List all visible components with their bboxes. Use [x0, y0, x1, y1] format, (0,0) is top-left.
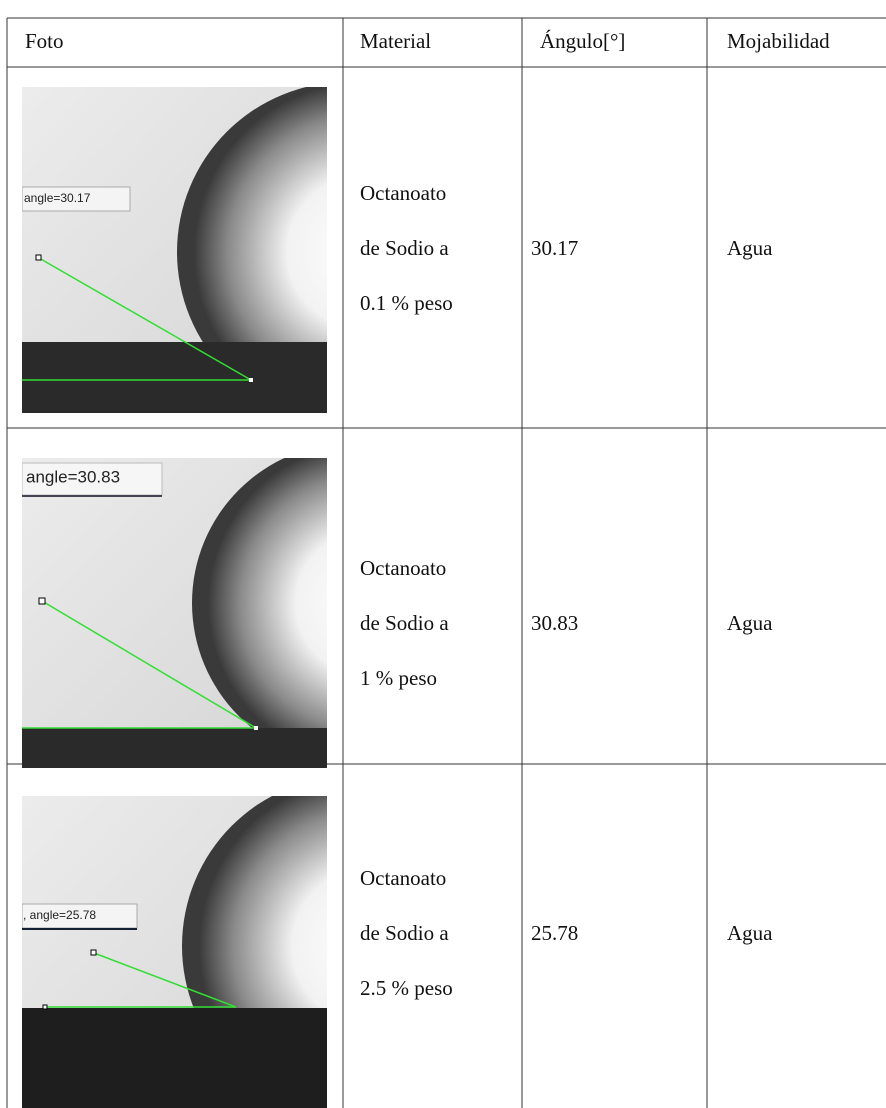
angle-cell: 25.78 — [531, 921, 578, 945]
material-line: Octanoato — [360, 556, 446, 580]
header-cell: Mojabilidad — [727, 29, 830, 53]
header-cell: Foto — [25, 29, 64, 53]
photo: angle=30.17 — [22, 87, 327, 413]
angle-cell: 30.83 — [531, 611, 578, 635]
photo-label: angle=30.83 — [26, 467, 120, 486]
angle-cell: 30.17 — [531, 236, 578, 260]
material-line: Octanoato — [360, 181, 446, 205]
photo-label: , angle=25.78 — [23, 908, 96, 922]
material-line: de Sodio a — [360, 236, 449, 260]
photo: , angle=25.78 — [22, 796, 327, 1108]
material-line: 2.5 % peso — [360, 976, 453, 1000]
material-line: de Sodio a — [360, 611, 449, 635]
photo-label: angle=30.17 — [24, 191, 91, 205]
material-line: de Sodio a — [360, 921, 449, 945]
wettability-cell: Agua — [727, 611, 773, 635]
wettability-cell: Agua — [727, 236, 773, 260]
header-cell: Ángulo[°] — [540, 29, 625, 53]
material-line: 1 % peso — [360, 666, 437, 690]
wettability-cell: Agua — [727, 921, 773, 945]
header-cell: Material — [360, 29, 431, 53]
photo: angle=30.83 — [22, 458, 327, 768]
material-line: Octanoato — [360, 866, 446, 890]
material-line: 0.1 % peso — [360, 291, 453, 315]
